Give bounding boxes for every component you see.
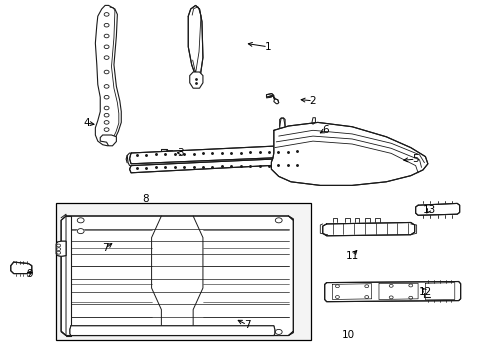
Text: 7: 7 bbox=[243, 320, 250, 330]
Polygon shape bbox=[129, 158, 303, 173]
Polygon shape bbox=[61, 216, 293, 336]
Text: 9: 9 bbox=[26, 269, 33, 279]
Text: 2: 2 bbox=[309, 96, 316, 106]
Polygon shape bbox=[95, 5, 121, 146]
Circle shape bbox=[104, 45, 109, 49]
Text: 5: 5 bbox=[411, 154, 418, 164]
Polygon shape bbox=[70, 326, 274, 336]
Text: 8: 8 bbox=[142, 194, 149, 204]
Polygon shape bbox=[188, 5, 203, 81]
Polygon shape bbox=[415, 203, 459, 215]
Circle shape bbox=[104, 56, 109, 59]
Polygon shape bbox=[56, 241, 66, 256]
Circle shape bbox=[104, 121, 109, 124]
Polygon shape bbox=[271, 122, 427, 185]
Circle shape bbox=[104, 34, 109, 38]
Text: 7: 7 bbox=[102, 243, 108, 253]
Text: 1: 1 bbox=[264, 42, 271, 52]
Polygon shape bbox=[322, 222, 414, 236]
Circle shape bbox=[104, 95, 109, 99]
Circle shape bbox=[104, 23, 109, 27]
Circle shape bbox=[275, 329, 282, 334]
Circle shape bbox=[104, 128, 109, 131]
Polygon shape bbox=[189, 72, 203, 88]
Bar bbox=[56, 203, 310, 340]
Circle shape bbox=[104, 70, 109, 74]
Polygon shape bbox=[266, 94, 278, 104]
Circle shape bbox=[77, 218, 84, 223]
Circle shape bbox=[77, 229, 84, 234]
Polygon shape bbox=[279, 118, 285, 129]
Text: 13: 13 bbox=[422, 204, 435, 215]
Circle shape bbox=[104, 113, 109, 117]
Text: 12: 12 bbox=[418, 287, 431, 297]
Circle shape bbox=[77, 329, 84, 334]
Circle shape bbox=[104, 13, 109, 16]
Text: 11: 11 bbox=[345, 251, 358, 261]
Text: 10: 10 bbox=[341, 330, 354, 340]
Text: 6: 6 bbox=[321, 125, 328, 135]
Text: 4: 4 bbox=[83, 118, 90, 128]
Circle shape bbox=[104, 106, 109, 110]
Text: 3: 3 bbox=[177, 148, 184, 158]
Circle shape bbox=[104, 85, 109, 88]
Polygon shape bbox=[129, 145, 304, 164]
Circle shape bbox=[275, 218, 282, 223]
Polygon shape bbox=[11, 262, 32, 274]
Polygon shape bbox=[100, 135, 116, 146]
Polygon shape bbox=[324, 282, 460, 302]
